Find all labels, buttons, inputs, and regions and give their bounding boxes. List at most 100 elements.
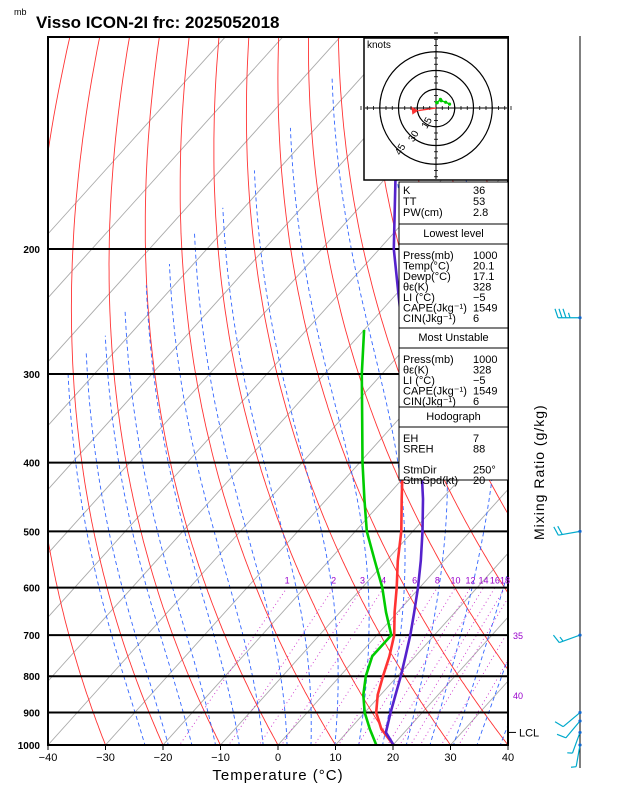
moist-adiabat-line — [67, 373, 146, 745]
wind-barb-flag — [554, 721, 564, 728]
x-axis-label: Temperature (°C) — [212, 767, 343, 784]
mixing-ratio-label: 16 — [490, 576, 500, 586]
temperature-tick-label: 20 — [387, 752, 399, 764]
indices-panel: K 36 TT 53 PW(cm) 2.8 Lowest level Press(mb) 100… — [398, 181, 509, 487]
temperature-tick-label: −10 — [211, 752, 230, 764]
mixing-ratio-label: 14 — [479, 576, 489, 586]
index-value: 250° — [473, 465, 496, 477]
isotherm-line — [507, 744, 508, 745]
index-label: Dewp(°C) — [403, 271, 451, 283]
mixing-ratio-lines — [179, 587, 508, 745]
index-label: CIN(Jkg⁻¹) — [403, 313, 456, 325]
dry-adiabat-line — [108, 37, 222, 745]
index-value: 1000 — [473, 250, 497, 262]
wind-barb-flag — [570, 766, 577, 768]
dry-adiabat-lines — [48, 20, 618, 760]
wind-barb-staff — [559, 634, 581, 644]
index-label: TT — [403, 196, 417, 208]
pressure-tick-label: 300 — [23, 370, 40, 381]
moist-adiabat-line — [253, 170, 339, 745]
pressure-tick-label: 600 — [23, 584, 40, 595]
wind-barb-flag — [558, 308, 563, 318]
right-scale-label: 40 — [513, 691, 523, 701]
index-label: StmDir — [403, 465, 437, 477]
dry-adiabat-line — [70, 37, 164, 745]
wind-barb-staff — [565, 720, 581, 739]
indices-box — [398, 327, 509, 408]
lcl-label: LCL — [519, 727, 539, 739]
wind-barb-flag — [557, 525, 563, 535]
dry-adiabat-line — [245, 37, 452, 745]
mixing-ratio-line — [419, 597, 508, 745]
moist-adiabat-line — [499, 723, 508, 745]
index-value: 6 — [473, 313, 479, 325]
moist-adiabat-line — [429, 37, 499, 745]
index-value: 36 — [473, 185, 485, 197]
wind-barb-staff — [562, 712, 581, 728]
moist-adiabat-line — [145, 285, 240, 745]
hodograph-point — [444, 100, 448, 104]
mixing-ratio-axis-label: Mixing Ratio (g/kg) — [531, 404, 547, 540]
mixing-ratio-line — [313, 587, 416, 745]
mixing-ratio-line — [179, 587, 288, 745]
index-label: Press(mb) — [403, 354, 454, 366]
wind-barb-base — [578, 743, 582, 747]
hodograph-point — [447, 102, 452, 106]
wind-barb-flag — [554, 308, 559, 318]
isotherm-line — [48, 169, 508, 682]
wind-barb-base — [578, 529, 582, 533]
isotherm-line — [48, 37, 399, 427]
index-value: 17.1 — [473, 271, 494, 283]
index-label: θε(K) — [403, 282, 429, 294]
isotherm-line — [277, 488, 508, 745]
index-value: 6 — [473, 396, 479, 408]
temperature-tick-label: 0 — [275, 752, 281, 764]
index-label: SREH — [403, 444, 434, 456]
index-value: 88 — [473, 444, 485, 456]
wind-barb-staff — [575, 744, 581, 767]
hodograph-point — [439, 99, 443, 103]
wind-profile-column: Mixing Ratio (g/kg) — [531, 36, 582, 768]
wind-barb-flag — [553, 526, 559, 536]
temperature-tick-label: −30 — [96, 752, 115, 764]
temperature-tick-label: 10 — [329, 752, 341, 764]
pressure-tick-label: 1000 — [18, 741, 41, 752]
index-label: K — [403, 185, 411, 197]
index-value: 328 — [473, 365, 491, 377]
mixing-ratio-label: 4 — [381, 576, 386, 586]
index-value: −5 — [473, 375, 486, 387]
dry-adiabat-line — [144, 37, 279, 745]
dry-adiabat-line — [48, 37, 106, 745]
chart-title: Visso ICON-2I frc: 2025052018 — [36, 13, 280, 32]
wind-barb-staff — [571, 732, 581, 754]
moist-adiabat-lines — [67, 37, 508, 745]
isotherm-line — [48, 37, 341, 363]
temperature-tick-label: −20 — [154, 752, 173, 764]
mixing-ratio-label: 1 — [285, 576, 290, 586]
wind-barb-flag — [567, 312, 571, 318]
pressure-tick-label: 200 — [23, 245, 40, 256]
dry-adiabat-line — [602, 20, 618, 760]
hodograph-ring-label: 15 — [420, 115, 435, 131]
indices-box — [398, 181, 509, 225]
isotherm-line — [48, 37, 456, 491]
pressure-unit-label: mb — [14, 7, 27, 17]
storm-motion-vector — [418, 107, 437, 112]
index-label: CIN(Jkg⁻¹) — [403, 396, 456, 408]
wind-barb-base — [578, 316, 582, 320]
index-value: 20.1 — [473, 261, 494, 273]
index-label: LI (°C) — [403, 375, 435, 387]
index-label: LI (°C) — [403, 292, 435, 304]
hodograph-point — [435, 101, 439, 105]
moist-adiabat-line — [104, 335, 193, 745]
mixing-ratio-line — [410, 587, 506, 745]
index-value: 53 — [473, 196, 485, 208]
wind-barb-base — [578, 730, 582, 735]
right-scale-label: 35 — [513, 631, 523, 641]
mixing-ratio-label: 8 — [435, 576, 440, 586]
index-label: StmSpd(kt) — [403, 475, 458, 487]
mixing-ratio-label: 18 — [500, 576, 510, 586]
index-label: PW(cm) — [403, 207, 443, 219]
moist-adiabat-line — [124, 311, 216, 745]
moist-adiabat-line — [168, 263, 264, 745]
